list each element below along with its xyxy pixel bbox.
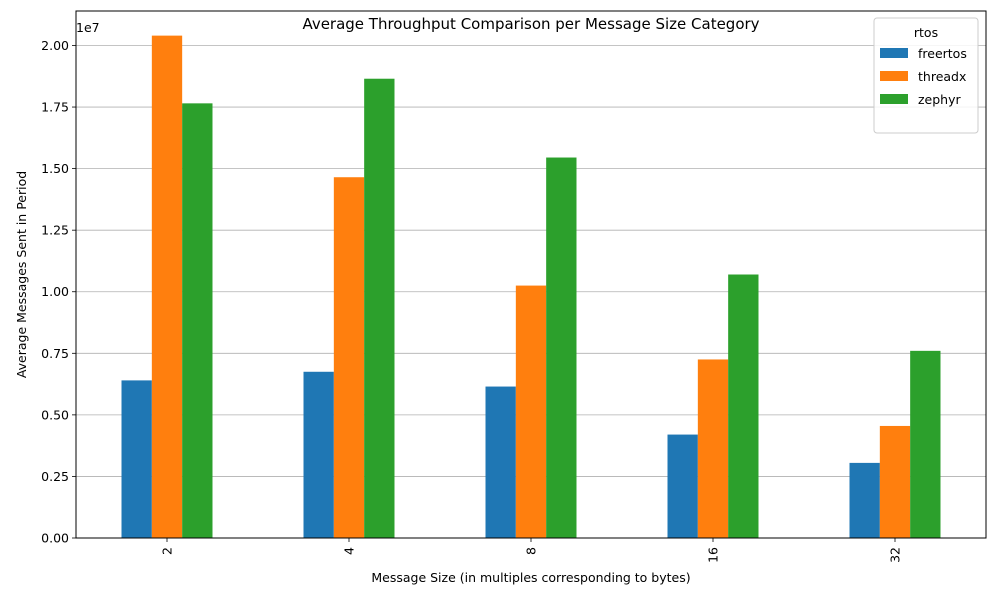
x-tick-label: 16 (706, 547, 721, 563)
y-axis-label: Average Messages Sent in Period (14, 171, 29, 378)
bar-zephyr-2 (182, 103, 213, 538)
bar-freertos-8 (485, 386, 516, 538)
bar-freertos-2 (121, 380, 152, 538)
bar-threadx-16 (697, 359, 729, 538)
bar-threadx-4 (333, 177, 365, 539)
legend-label-threadx: threadx (918, 69, 966, 84)
bars (121, 35, 941, 539)
bar-zephyr-16 (728, 274, 759, 538)
bar-zephyr-8 (546, 157, 577, 538)
x-axis-label: Message Size (in multiples corresponding… (371, 570, 690, 585)
x-tick-label: 8 (524, 547, 539, 555)
y-tick-label: 0.00 (41, 531, 69, 546)
chart-title: Average Throughput Comparison per Messag… (302, 15, 759, 33)
x-tick-label: 32 (888, 547, 903, 563)
bar-zephyr-4 (364, 78, 395, 539)
x-axis: 2 4 8 16 32 (160, 538, 903, 563)
legend: rtos freertos threadx zephyr (873, 17, 979, 134)
y-tick-label: 1.75 (41, 100, 69, 115)
y-tick-label: 0.25 (41, 469, 69, 484)
bar-freertos-16 (667, 434, 698, 538)
legend-label-freertos: freertos (918, 46, 967, 61)
legend-box (873, 17, 979, 134)
legend-swatch-threadx (880, 71, 908, 81)
legend-swatch-zephyr (880, 94, 908, 104)
y-tick-label: 1.00 (41, 284, 69, 299)
legend-swatch-freertos (880, 48, 908, 58)
y-offset-label: 1e7 (76, 20, 100, 35)
y-tick-label: 1.50 (41, 161, 69, 176)
x-tick-label: 4 (342, 547, 357, 555)
bar-threadx-2 (151, 35, 183, 539)
bar-threadx-8 (515, 285, 547, 538)
y-tick-label: 0.75 (41, 346, 69, 361)
bar-zephyr-32 (910, 350, 941, 538)
bar-freertos-32 (849, 462, 880, 538)
bar-freertos-4 (303, 371, 334, 538)
y-axis: 0.00 0.25 0.50 0.75 1.00 1.25 1.50 1.75 2.00 (41, 38, 76, 546)
y-tick-label: 1.25 (41, 223, 69, 238)
bar-threadx-32 (879, 425, 911, 538)
legend-items: freertos threadx zephyr (880, 46, 967, 107)
x-tick-label: 2 (160, 547, 175, 555)
legend-title: rtos (914, 25, 938, 40)
legend-label-zephyr: zephyr (918, 92, 962, 107)
y-tick-label: 2.00 (41, 38, 69, 53)
y-tick-label: 0.50 (41, 407, 69, 422)
